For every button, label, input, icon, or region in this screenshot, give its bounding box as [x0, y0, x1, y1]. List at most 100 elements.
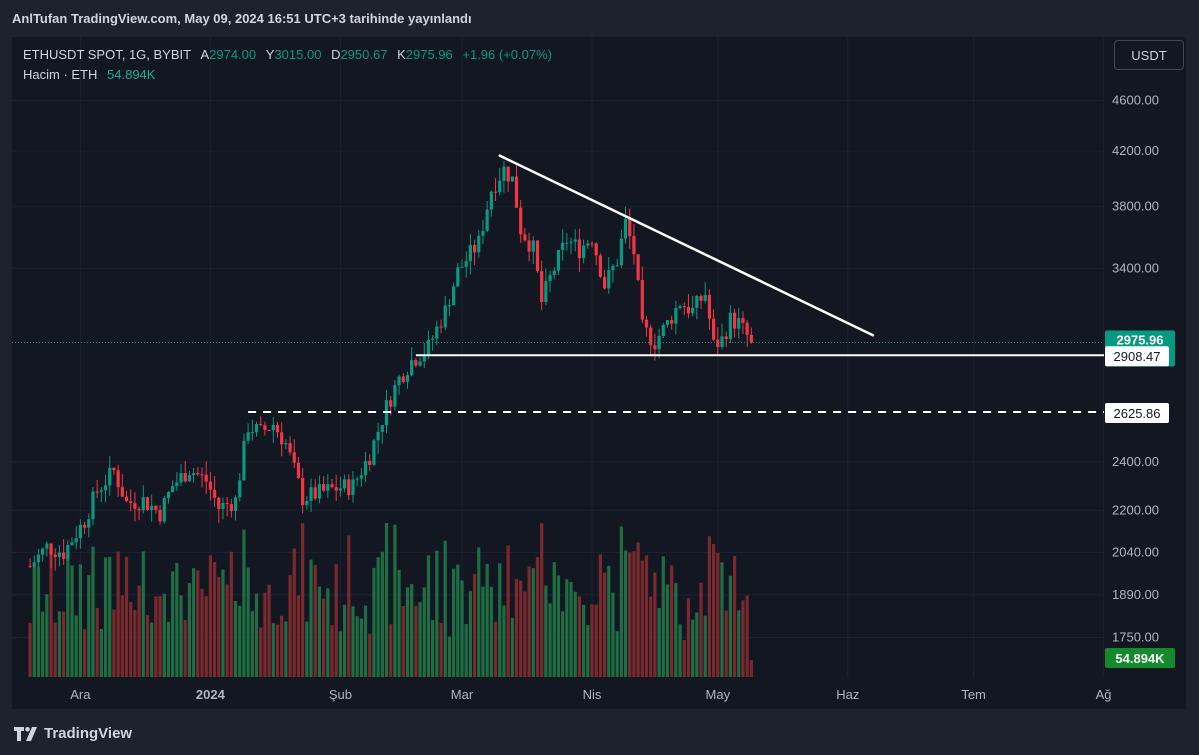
legend-volume-label[interactable]: Hacim · ETH	[23, 67, 98, 82]
candle-body[interactable]	[561, 242, 565, 251]
candle-body[interactable]	[70, 542, 74, 545]
candle-body[interactable]	[275, 424, 280, 433]
candle-body[interactable]	[481, 230, 485, 236]
candle-body[interactable]	[485, 209, 489, 231]
chart-area[interactable]: 4600.00 4200.00 3800.00 3400.00 2400.00 2200.…	[12, 37, 1186, 709]
candle-body[interactable]	[472, 244, 477, 253]
candle-body[interactable]	[154, 505, 158, 510]
candle-body[interactable]	[313, 487, 317, 499]
candle-body[interactable]	[569, 241, 573, 243]
candle-body[interactable]	[301, 477, 305, 506]
candle-body[interactable]	[405, 375, 410, 382]
candle-body[interactable]	[238, 480, 242, 498]
candle-body[interactable]	[322, 484, 326, 491]
candle-body[interactable]	[347, 479, 351, 496]
candle-body[interactable]	[112, 467, 116, 471]
candle-body[interactable]	[699, 295, 703, 301]
candle-body[interactable]	[582, 245, 586, 259]
candle-body[interactable]	[99, 490, 103, 492]
candle-body[interactable]	[401, 376, 405, 382]
candle-body[interactable]	[342, 479, 347, 489]
candle-body[interactable]	[519, 207, 523, 235]
candle-body[interactable]	[502, 166, 506, 181]
candle-body[interactable]	[577, 239, 582, 259]
candle-body[interactable]	[74, 538, 78, 543]
candle-body[interactable]	[674, 308, 678, 324]
candle-body[interactable]	[636, 254, 640, 281]
candle-body[interactable]	[670, 320, 674, 324]
candle-body[interactable]	[464, 261, 468, 267]
candle-body[interactable]	[326, 484, 330, 491]
candle-body[interactable]	[179, 473, 183, 483]
candle-body[interactable]	[380, 425, 384, 432]
candle-body[interactable]	[212, 489, 217, 498]
candle-body[interactable]	[552, 270, 556, 275]
candle-body[interactable]	[150, 505, 154, 510]
candle-body[interactable]	[263, 425, 267, 431]
candle-body[interactable]	[678, 306, 682, 309]
candle-body[interactable]	[628, 218, 632, 236]
candle-body[interactable]	[498, 180, 502, 193]
candle-body[interactable]	[682, 306, 686, 308]
candle-body[interactable]	[78, 524, 82, 539]
candle-body[interactable]	[707, 294, 712, 319]
candle-body[interactable]	[594, 243, 598, 256]
candle-body[interactable]	[137, 508, 141, 511]
candle-body[interactable]	[187, 475, 192, 482]
candle-body[interactable]	[418, 361, 422, 366]
candle-body[interactable]	[363, 460, 368, 476]
candle-body[interactable]	[556, 250, 561, 271]
candle-body[interactable]	[447, 305, 452, 307]
candle-body[interactable]	[57, 552, 62, 558]
candle-body[interactable]	[649, 327, 653, 346]
candle-body[interactable]	[745, 322, 749, 335]
candle-body[interactable]	[393, 385, 397, 407]
candle-body[interactable]	[166, 492, 171, 499]
candle-body[interactable]	[376, 431, 380, 441]
candle-body[interactable]	[229, 504, 233, 511]
candle-body[interactable]	[103, 485, 108, 491]
candle-body[interactable]	[431, 338, 435, 340]
candle-body[interactable]	[372, 440, 376, 465]
candle-body[interactable]	[514, 176, 519, 208]
candle-body[interactable]	[45, 543, 49, 549]
candle-body[interactable]	[280, 432, 284, 445]
candle-body[interactable]	[158, 509, 162, 522]
price-chart[interactable]: 4600.00 4200.00 3800.00 3400.00 2400.00 2200.…	[12, 37, 1186, 709]
candle-body[interactable]	[192, 473, 196, 476]
candle-body[interactable]	[422, 354, 426, 362]
candle-body[interactable]	[359, 475, 363, 479]
candle-body[interactable]	[548, 274, 552, 282]
candle-body[interactable]	[737, 318, 741, 329]
candle-body[interactable]	[619, 238, 623, 266]
candle-body[interactable]	[389, 400, 393, 407]
candle-body[interactable]	[493, 191, 498, 193]
candle-body[interactable]	[32, 562, 36, 567]
candle-body[interactable]	[87, 519, 91, 528]
candle-body[interactable]	[296, 462, 301, 478]
candle-body[interactable]	[49, 543, 53, 555]
candle-body[interactable]	[91, 491, 95, 520]
candle-body[interactable]	[657, 336, 661, 350]
candle-body[interactable]	[695, 295, 699, 308]
currency-button[interactable]: USDT	[1114, 40, 1184, 70]
candle-body[interactable]	[171, 486, 175, 493]
candle-body[interactable]	[573, 239, 577, 242]
candle-body[interactable]	[305, 501, 309, 506]
candle-body[interactable]	[716, 339, 720, 348]
candle-body[interactable]	[665, 320, 670, 325]
candle-body[interactable]	[615, 265, 619, 267]
candle-body[interactable]	[531, 240, 535, 252]
candle-body[interactable]	[95, 491, 99, 493]
candle-body[interactable]	[720, 336, 724, 348]
candle-body[interactable]	[724, 336, 728, 340]
candle-body[interactable]	[703, 294, 707, 301]
candle-body[interactable]	[124, 496, 129, 502]
candle-body[interactable]	[225, 502, 229, 505]
candle-body[interactable]	[267, 430, 271, 432]
candle-body[interactable]	[410, 360, 414, 376]
legend-symbol[interactable]: ETHUSDT SPOT, 1G, BYBIT	[23, 47, 191, 62]
candle-body[interactable]	[439, 326, 443, 328]
candle-body[interactable]	[586, 243, 590, 246]
candle-body[interactable]	[217, 497, 221, 509]
